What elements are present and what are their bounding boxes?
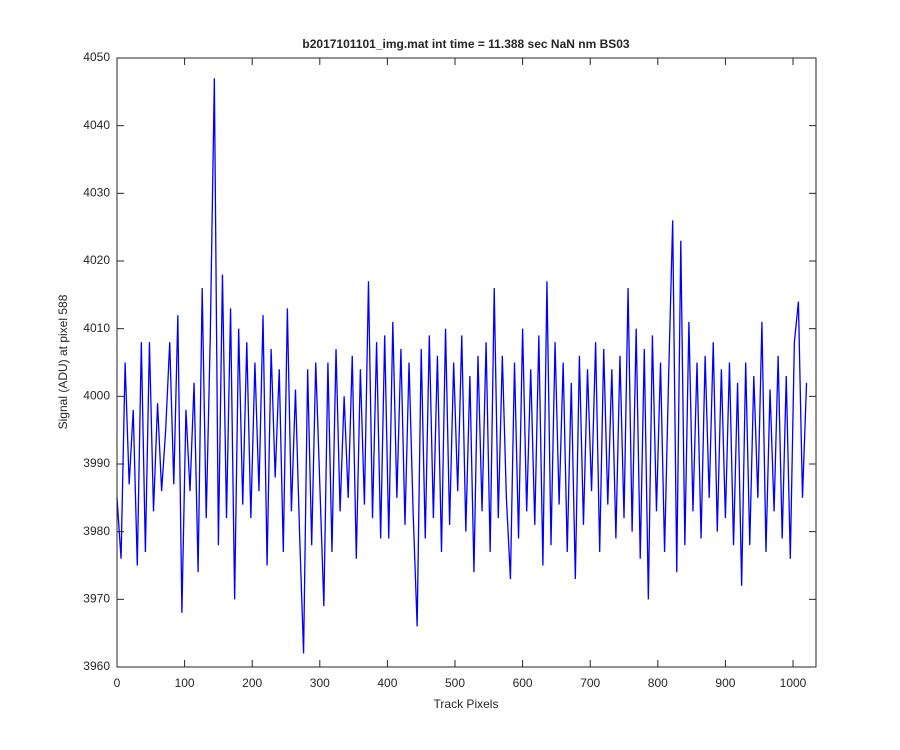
x-tick-label: 100 bbox=[175, 676, 195, 690]
y-tick-label: 4050 bbox=[83, 50, 110, 64]
x-tick-label: 600 bbox=[513, 676, 533, 690]
y-tick-label: 4010 bbox=[83, 321, 110, 335]
x-tick-label: 400 bbox=[377, 676, 397, 690]
x-tick-label: 900 bbox=[715, 676, 735, 690]
x-tick-label: 500 bbox=[445, 676, 465, 690]
x-tick-label: 0 bbox=[114, 676, 121, 690]
y-axis-label: Signal (ADU) at pixel 588 bbox=[56, 294, 70, 429]
axes-box bbox=[116, 57, 817, 668]
y-tick-label: 3980 bbox=[83, 524, 110, 538]
x-tick-label: 300 bbox=[310, 676, 330, 690]
x-tick-label: 1000 bbox=[780, 676, 807, 690]
x-tick-label: 700 bbox=[580, 676, 600, 690]
y-tick-label: 4040 bbox=[83, 118, 110, 132]
y-tick-label: 4000 bbox=[83, 389, 110, 403]
y-tick-label: 3990 bbox=[83, 456, 110, 470]
data-line bbox=[116, 78, 808, 654]
x-tick-label: 800 bbox=[648, 676, 668, 690]
y-tick-label: 3970 bbox=[83, 592, 110, 606]
x-tick-label: 200 bbox=[242, 676, 262, 690]
x-axis-label: Track Pixels bbox=[434, 697, 499, 711]
y-tick-label: 4020 bbox=[83, 253, 110, 267]
y-tick-label: 3960 bbox=[83, 659, 110, 673]
y-tick-label: 4030 bbox=[83, 186, 110, 200]
chart-title: b2017101101_img.mat int time = 11.388 se… bbox=[302, 37, 630, 51]
